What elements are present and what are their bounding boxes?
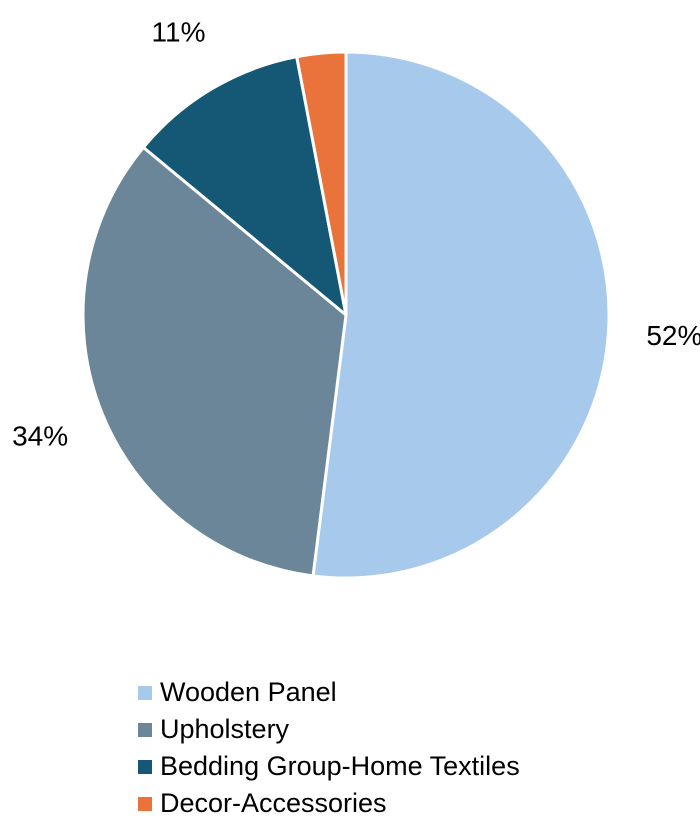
- legend-label-upholstery: Upholstery: [160, 714, 290, 744]
- pie-slices: [81, 50, 611, 580]
- pie-data-labels: 52% 34% 11% 3%: [12, 0, 700, 452]
- legend-item-decor-accessories: Decor-Accessories: [138, 785, 520, 822]
- legend-item-upholstery: Upholstery: [138, 711, 520, 748]
- pie-slice-wooden-panel: [311, 50, 611, 580]
- legend-swatch-upholstery: [138, 722, 152, 737]
- legend-swatch-wooden-panel: [138, 685, 152, 700]
- legend-label-decor-accessories: Decor-Accessories: [160, 788, 387, 818]
- pie-slice-decor-accessories: [295, 50, 348, 317]
- data-label-upholstery: 34%: [12, 421, 68, 452]
- data-label-decor-accessories: 3%: [295, 0, 335, 3]
- legend-item-bedding-home-textiles: Bedding Group-Home Textiles: [138, 748, 520, 785]
- data-label-bedding-group-home-textiles: 11%: [152, 16, 206, 47]
- legend-item-wooden-panel: Wooden Panel: [138, 674, 520, 711]
- legend-swatch-decor-accessories: [138, 796, 152, 811]
- legend-swatch-bedding-home-textiles: [138, 759, 152, 774]
- chart-legend: Wooden Panel Upholstery Bedding Group-Ho…: [138, 674, 520, 822]
- pie-slice-bedding-group-home-textiles: [141, 55, 348, 317]
- legend-label-bedding-home-textiles: Bedding Group-Home Textiles: [160, 751, 520, 781]
- pie-slice-upholstery: [81, 145, 348, 578]
- data-label-wooden-panel: 52%: [646, 320, 700, 351]
- legend-label-wooden-panel: Wooden Panel: [160, 677, 337, 707]
